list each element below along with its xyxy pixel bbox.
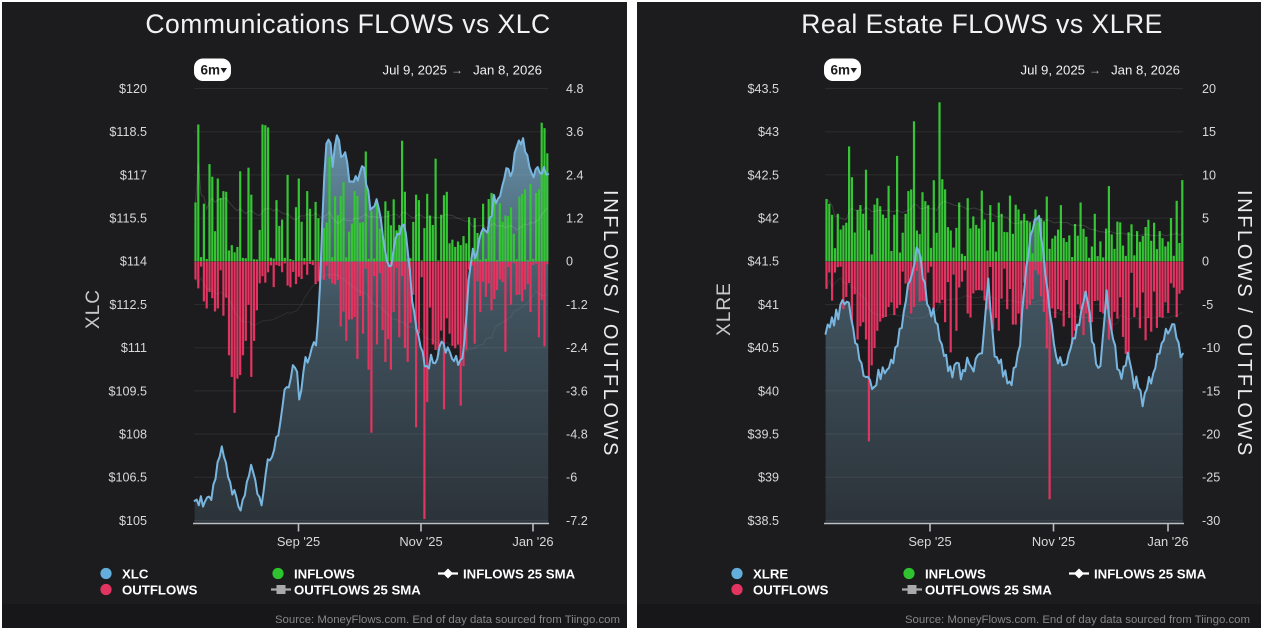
svg-text:XLRE: XLRE — [714, 282, 735, 336]
svg-text:-20: -20 — [1202, 428, 1220, 442]
svg-text:5: 5 — [1202, 212, 1209, 226]
svg-text:$115.5: $115.5 — [109, 212, 147, 226]
svg-text:0: 0 — [566, 255, 573, 269]
svg-text:-5: -5 — [1202, 298, 1213, 312]
svg-text:$42: $42 — [758, 212, 779, 226]
svg-text:Jan 8, 2026: Jan 8, 2026 — [1111, 63, 1180, 78]
svg-text:$106.5: $106.5 — [108, 471, 147, 485]
svg-text:2.4: 2.4 — [566, 168, 584, 182]
svg-text:INFLOWS / OUTFLOWS: INFLOWS / OUTFLOWS — [599, 190, 621, 458]
svg-text:INFLOWS 25 SMA: INFLOWS 25 SMA — [463, 567, 576, 582]
svg-text:$114: $114 — [120, 255, 147, 269]
svg-text:Source: MoneyFlows.com. End of: Source: MoneyFlows.com. End of day data … — [275, 614, 620, 626]
svg-text:10: 10 — [1202, 168, 1216, 182]
svg-text:0: 0 — [1202, 255, 1209, 269]
svg-text:3.6: 3.6 — [566, 125, 584, 139]
svg-text:-6: -6 — [566, 471, 577, 485]
svg-text:OUTFLOWS 25 SMA: OUTFLOWS 25 SMA — [925, 583, 1052, 598]
svg-text:-3.6: -3.6 — [566, 384, 588, 398]
svg-text:$117: $117 — [120, 168, 147, 182]
svg-text:INFLOWS: INFLOWS — [294, 567, 355, 582]
svg-text:OUTFLOWS: OUTFLOWS — [122, 583, 198, 598]
svg-text:Source: MoneyFlows.com. End of: Source: MoneyFlows.com. End of day data … — [905, 614, 1250, 626]
svg-text:1.2: 1.2 — [566, 212, 584, 226]
svg-text:$41.5: $41.5 — [747, 255, 779, 269]
svg-text:$105: $105 — [119, 514, 147, 528]
svg-text:→: → — [1089, 63, 1101, 77]
svg-text:-2.4: -2.4 — [566, 341, 588, 355]
svg-text:$39: $39 — [758, 471, 779, 485]
svg-text:$43.5: $43.5 — [747, 82, 779, 96]
svg-text:→: → — [451, 63, 463, 77]
svg-text:-10: -10 — [1202, 341, 1220, 355]
svg-text:Sep '25: Sep '25 — [908, 534, 951, 549]
svg-text:$42.5: $42.5 — [747, 168, 779, 182]
svg-text:$120: $120 — [119, 82, 147, 96]
svg-text:$118.5: $118.5 — [109, 125, 147, 139]
svg-text:4.8: 4.8 — [566, 82, 584, 96]
svg-text:$111: $111 — [121, 341, 147, 355]
svg-text:$39.5: $39.5 — [747, 428, 779, 442]
svg-text:Real Estate FLOWS vs XLRE: Real Estate FLOWS vs XLRE — [801, 9, 1163, 39]
svg-text:$40.5: $40.5 — [747, 341, 779, 355]
svg-text:-30: -30 — [1202, 514, 1220, 528]
svg-text:INFLOWS 25 SMA: INFLOWS 25 SMA — [1094, 567, 1207, 582]
svg-text:Jul 9, 2025: Jul 9, 2025 — [1020, 63, 1085, 78]
svg-text:$109.5: $109.5 — [108, 384, 147, 398]
svg-text:XLRE: XLRE — [753, 567, 788, 582]
svg-text:15: 15 — [1202, 125, 1216, 139]
svg-text:Nov '25: Nov '25 — [1032, 534, 1075, 549]
svg-text:Jul 9, 2025: Jul 9, 2025 — [382, 63, 447, 78]
svg-text:Nov '25: Nov '25 — [399, 534, 442, 549]
svg-text:-7.2: -7.2 — [566, 514, 588, 528]
svg-text:-4.8: -4.8 — [566, 428, 588, 442]
svg-text:Jan '26: Jan '26 — [1147, 534, 1188, 549]
svg-text:Jan '26: Jan '26 — [512, 534, 553, 549]
svg-text:Communications FLOWS vs XLC: Communications FLOWS vs XLC — [145, 9, 550, 39]
svg-text:6m: 6m — [201, 63, 221, 78]
svg-text:$112.5: $112.5 — [109, 298, 147, 312]
svg-text:OUTFLOWS 25 SMA: OUTFLOWS 25 SMA — [294, 583, 421, 598]
svg-text:XLC: XLC — [122, 567, 149, 582]
svg-text:$40: $40 — [758, 384, 779, 398]
svg-text:-1.2: -1.2 — [566, 298, 588, 312]
svg-text:OUTFLOWS: OUTFLOWS — [753, 583, 829, 598]
svg-text:XLC: XLC — [83, 289, 104, 329]
svg-text:INFLOWS / OUTFLOWS: INFLOWS / OUTFLOWS — [1233, 190, 1255, 458]
svg-text:20: 20 — [1202, 82, 1216, 96]
svg-text:6m: 6m — [831, 63, 851, 78]
svg-text:Sep '25: Sep '25 — [277, 534, 320, 549]
svg-text:$43: $43 — [758, 125, 779, 139]
svg-text:-25: -25 — [1202, 471, 1220, 485]
svg-text:Jan 8, 2026: Jan 8, 2026 — [473, 63, 542, 78]
svg-text:INFLOWS: INFLOWS — [925, 567, 986, 582]
svg-text:$38.5: $38.5 — [747, 514, 779, 528]
svg-text:-15: -15 — [1202, 384, 1220, 398]
svg-text:$41: $41 — [758, 298, 779, 312]
svg-text:$108: $108 — [119, 428, 147, 442]
